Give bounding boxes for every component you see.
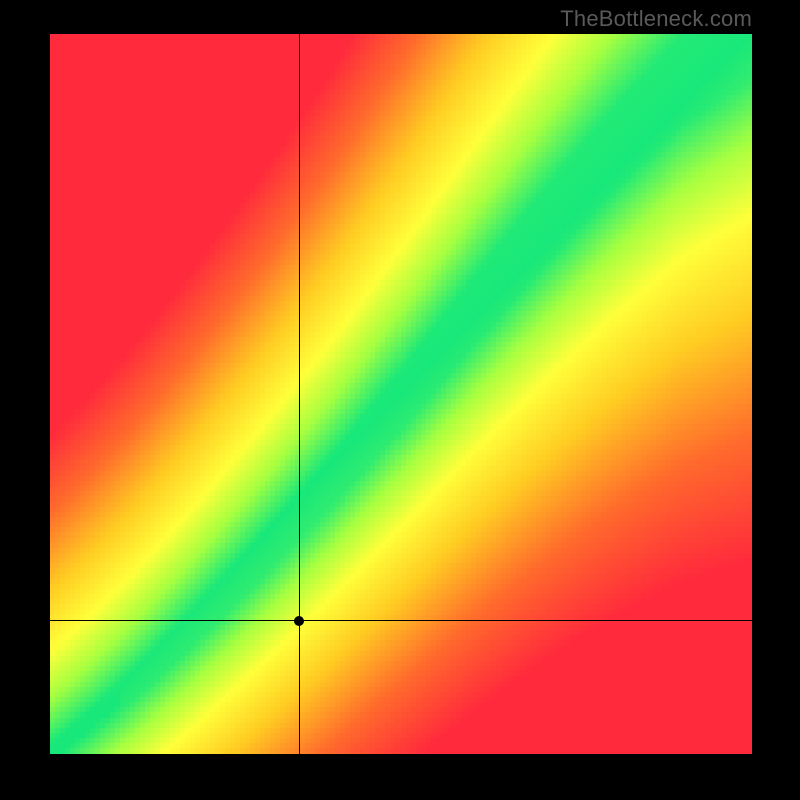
chart-container: TheBottleneck.com bbox=[0, 0, 800, 800]
crosshair-horizontal bbox=[50, 620, 752, 621]
crosshair-vertical bbox=[299, 34, 300, 754]
watermark-text: TheBottleneck.com bbox=[560, 6, 752, 32]
plot-area bbox=[50, 34, 752, 754]
heatmap-canvas bbox=[50, 34, 752, 754]
crosshair-marker bbox=[294, 616, 304, 626]
